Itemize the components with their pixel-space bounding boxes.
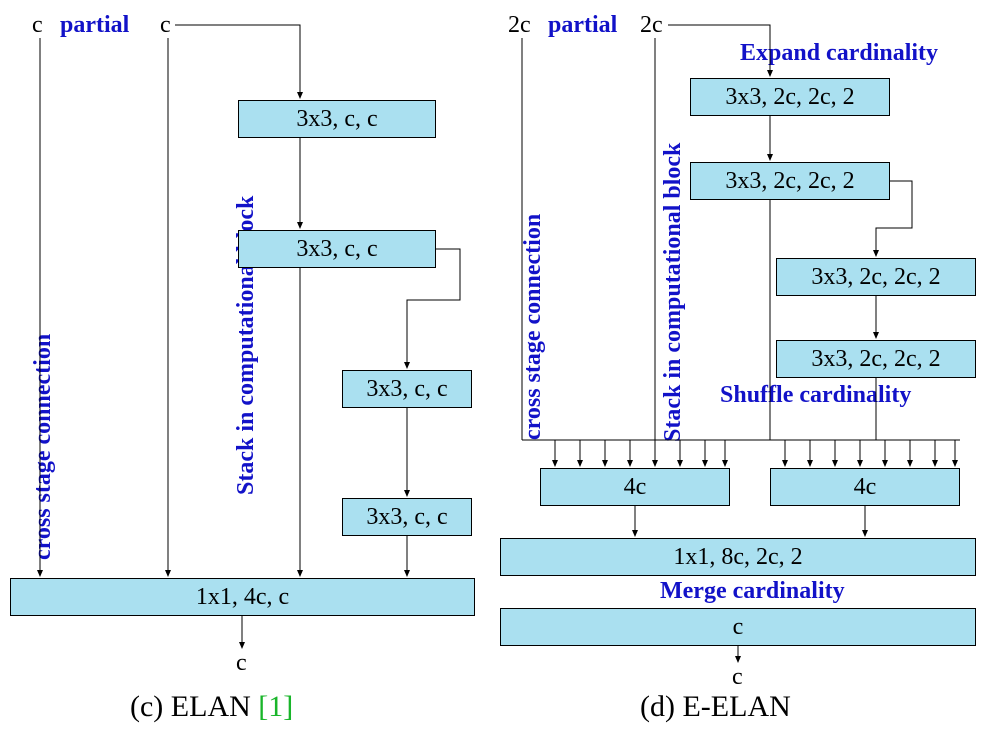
left-top-c-left: c [32,12,43,39]
right-top-c-left: 2c [508,12,531,39]
right-cross-stage-label: cross stage connection [520,214,547,440]
left-top-c-right: c [160,12,171,39]
right-conv1-box: 3x3, 2c, 2c, 2 [690,78,890,116]
right-group4c-a-box: 4c [540,468,730,506]
left-caption: (c) ELAN [1] [130,690,293,724]
right-expand-label: Expand cardinality [740,40,938,67]
right-final-c-box: c [500,608,976,646]
right-partial-label: partial [548,12,617,39]
left-cross-stage-label: cross stage connection [30,334,57,560]
left-conv1-box: 3x3, c, c [238,100,436,138]
left-conv2-box: 3x3, c, c [238,230,436,268]
left-conv4-box: 3x3, c, c [342,498,472,536]
right-top-c-right: 2c [640,12,663,39]
right-conv2-box: 3x3, 2c, 2c, 2 [690,162,890,200]
left-merge-box: 1x1, 4c, c [10,578,475,616]
right-merge-label: Merge cardinality [660,578,845,605]
right-conv4-box: 3x3, 2c, 2c, 2 [776,340,976,378]
right-group4c-b-box: 4c [770,468,960,506]
right-conv3-box: 3x3, 2c, 2c, 2 [776,258,976,296]
left-partial-label: partial [60,12,129,39]
right-merge-box: 1x1, 8c, 2c, 2 [500,538,976,576]
right-output-c: c [732,664,743,691]
right-shuffle-label: Shuffle cardinality [720,382,911,409]
right-stack-label: Stack in computational block [660,143,687,442]
diagram-canvas: c partial c cross stage connection Stack… [0,0,989,733]
left-output-c: c [236,650,247,677]
left-conv3-box: 3x3, c, c [342,370,472,408]
right-caption: (d) E-ELAN [640,690,791,724]
